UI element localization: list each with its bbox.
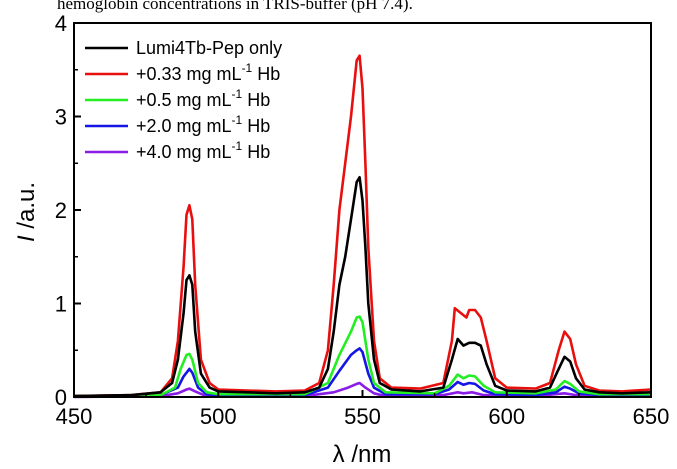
figure-caption: hemoglobin concentrations in TRIS-buffer… bbox=[57, 0, 413, 13]
y-axis-title-symbol: I bbox=[13, 235, 40, 242]
y-axis-title: I /a.u. bbox=[13, 182, 40, 242]
y-tick-label: 0 bbox=[55, 385, 67, 410]
legend-label-5: +4.0 mg mL-1 Hb bbox=[136, 139, 270, 162]
series-line-1 bbox=[73, 176, 652, 398]
y-tick-label: 2 bbox=[55, 198, 67, 223]
x-tick-label: 600 bbox=[488, 404, 525, 429]
series-layer bbox=[73, 54, 652, 399]
legend-label-3: +0.5 mg mL-1 Hb bbox=[136, 87, 270, 110]
y-tick-label: 4 bbox=[55, 11, 67, 36]
legend-label-4: +2.0 mg mL-1 Hb bbox=[136, 113, 270, 136]
x-tick-label: 450 bbox=[56, 404, 93, 429]
y-tick-label: 3 bbox=[55, 105, 67, 130]
y-axis-title-unit: /a.u. bbox=[13, 182, 40, 235]
series-line-3 bbox=[73, 315, 651, 398]
legend-label-1: Lumi4Tb-Pep only bbox=[136, 38, 282, 58]
x-tick-label: 500 bbox=[200, 404, 237, 429]
x-axis-title: λ /nm bbox=[333, 441, 392, 468]
y-tick-label: 1 bbox=[55, 292, 67, 317]
series-line-2 bbox=[73, 54, 652, 398]
y-axis: 0 1 2 3 4 bbox=[55, 11, 81, 410]
series-line-4 bbox=[73, 347, 651, 398]
legend: Lumi4Tb-Pep only +0.33 mg mL-1 Hb +0.5 mg … bbox=[85, 38, 282, 162]
x-tick-label: 650 bbox=[633, 404, 670, 429]
x-tick-label: 550 bbox=[344, 404, 381, 429]
x-axis: 450 500 550 600 650 bbox=[56, 390, 670, 429]
legend-label-2: +0.33 mg mL-1 Hb bbox=[136, 61, 280, 84]
